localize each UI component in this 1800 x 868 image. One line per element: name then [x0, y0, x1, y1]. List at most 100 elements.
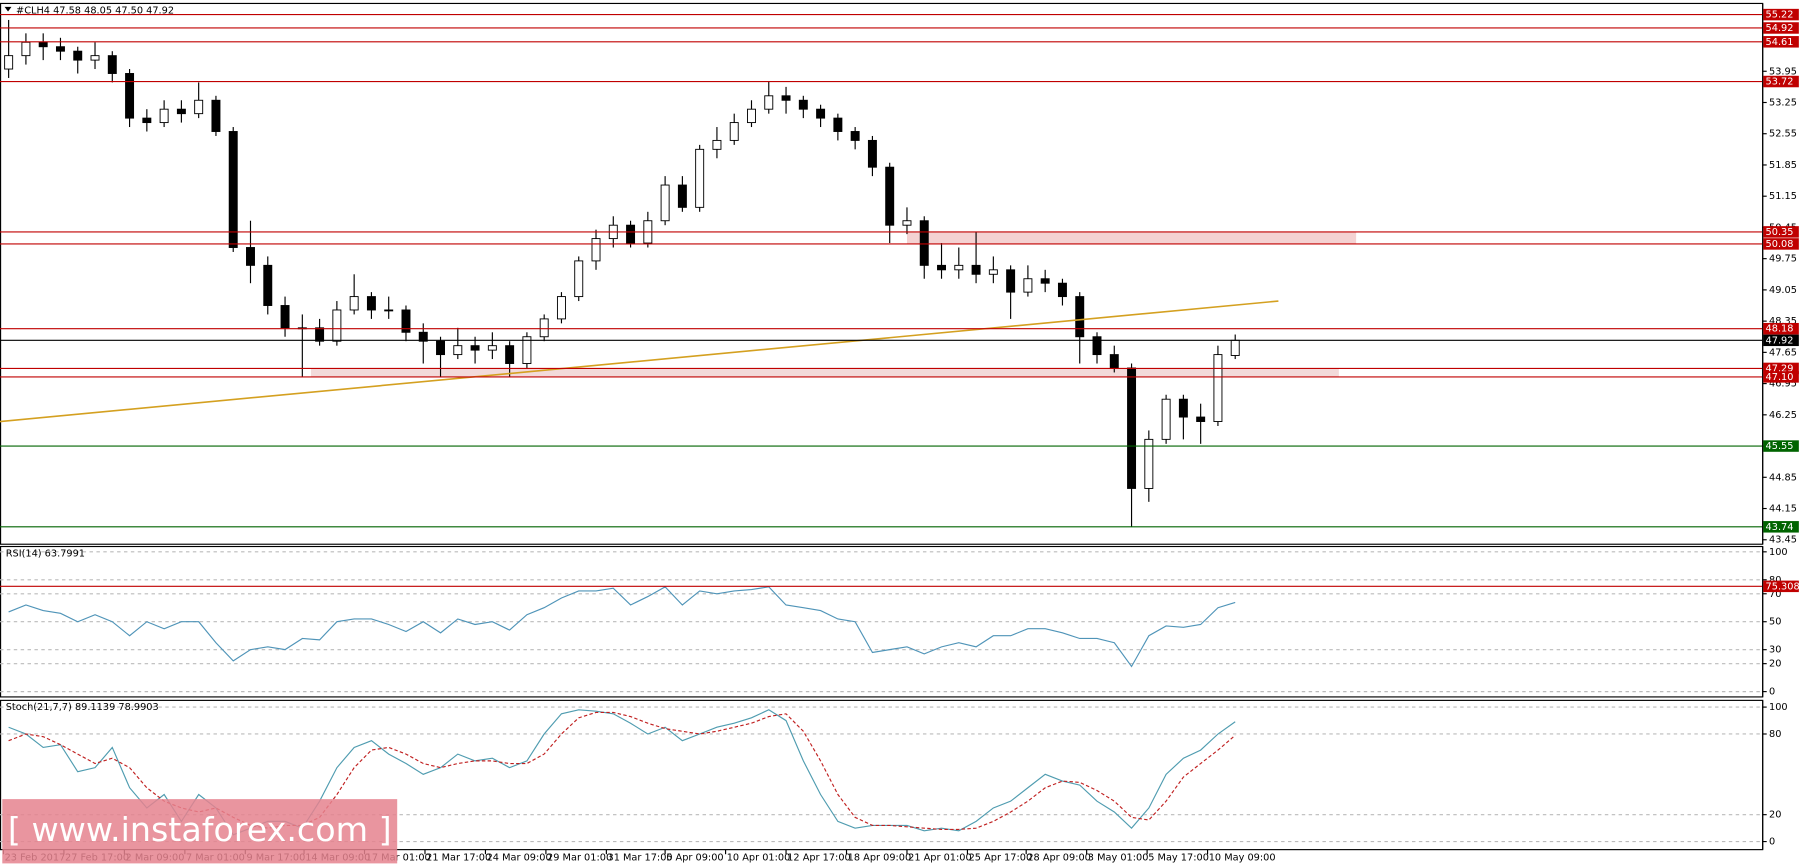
y-tick-label: 0 [1769, 837, 1775, 848]
y-tick-label: 0 [1769, 687, 1775, 698]
candle-body [919, 220, 929, 266]
zone [310, 368, 1339, 377]
candle-body [988, 269, 998, 275]
y-tick-label: 44.85 [1769, 472, 1797, 483]
level-label-bg [1763, 371, 1799, 383]
x-tick-label: 5 Apr 09:00 [666, 853, 723, 864]
candle-body [1006, 269, 1016, 293]
candle-body [798, 99, 808, 110]
y-tick-label: 53.95 [1769, 66, 1797, 77]
candle-body [401, 309, 411, 333]
y-tick-label: 49.75 [1769, 254, 1797, 265]
candle-body [1023, 278, 1033, 293]
candle-body [1144, 438, 1154, 489]
x-tick-label: 18 Apr 09:00 [848, 853, 912, 864]
candle-body [1092, 336, 1102, 356]
candle-body [107, 55, 117, 74]
y-tick-label: 43.45 [1769, 535, 1797, 546]
candle-body [781, 95, 791, 101]
y-tick-label: 70 [1769, 589, 1781, 600]
panel-title: RSI(14) 63.7991 [6, 548, 85, 559]
candle-body [712, 139, 722, 150]
x-tick-label: 17 Mar 01:00 [366, 853, 431, 864]
level-label: 48.18 [1766, 324, 1794, 335]
candle-body [332, 309, 342, 342]
candle-body [366, 296, 376, 311]
y-tick-label: 47.65 [1769, 347, 1797, 358]
level-label-bg [1763, 8, 1799, 21]
level-label: 50.08 [1766, 239, 1794, 250]
y-tick-label: 20 [1769, 659, 1781, 670]
candle-body [315, 327, 325, 342]
y-tick-label: 51.85 [1769, 160, 1797, 171]
candle-body [280, 305, 290, 329]
candle-body [246, 247, 255, 266]
menu-arrow [4, 6, 12, 12]
candle-body [677, 184, 687, 208]
candle-body [349, 296, 359, 311]
y-tick-label: 100 [1769, 547, 1788, 558]
x-tick-label: 10 Apr 01:00 [727, 853, 791, 864]
candle-body [125, 73, 135, 119]
watermark: [ www.instaforex.com ] [8, 810, 392, 849]
candle-body [55, 46, 65, 52]
candle-body [1075, 296, 1085, 338]
candle-body [38, 41, 48, 48]
candle-body [850, 131, 860, 141]
y-tick-label: 53.25 [1769, 97, 1797, 108]
trendline [0, 300, 1279, 423]
candle-body [556, 296, 566, 320]
candle-body [729, 122, 739, 141]
candle-body [833, 117, 843, 132]
candle-body [954, 264, 964, 271]
candle-body [522, 336, 532, 364]
x-tick-label: 5 May 17:00 [1148, 853, 1209, 864]
candle-body [695, 148, 705, 208]
level-label: 43.74 [1766, 522, 1794, 533]
candle-body [436, 340, 446, 356]
candle-body [764, 95, 774, 110]
panel-title: Stoch(21,7,7) 89.1139 78.9903 [6, 702, 159, 713]
y-tick-label: 20 [1769, 810, 1781, 821]
candle-body [885, 166, 895, 226]
y-tick-label: 51.15 [1769, 191, 1797, 202]
x-tick-label: 12 Apr 17:00 [787, 853, 851, 864]
level-label: 50.35 [1766, 227, 1794, 238]
y-tick-label: 46.25 [1769, 410, 1797, 421]
candle-body [574, 260, 584, 298]
y-tick-label: 80 [1769, 575, 1781, 586]
candle-body [90, 55, 100, 61]
candle-body [263, 264, 273, 306]
level-label: 53.72 [1766, 77, 1794, 88]
candle-body [902, 220, 912, 226]
y-tick-label: 30 [1769, 645, 1781, 656]
level-label-bg [1763, 226, 1799, 238]
candle-body [228, 131, 238, 248]
candle-body [470, 345, 480, 351]
candle-body [142, 117, 152, 124]
candle-body [73, 50, 83, 61]
candle-body [591, 238, 601, 262]
level-label-bg [1763, 580, 1799, 593]
candle-body [1213, 354, 1223, 422]
level-label-bg [1763, 334, 1799, 347]
candle-body [1057, 282, 1067, 298]
level-label-bg [1763, 238, 1799, 250]
candle-body [4, 55, 14, 70]
candle-body [660, 184, 670, 222]
x-tick-label: 31 Mar 17:00 [608, 853, 673, 864]
level-label: 54.92 [1766, 23, 1794, 34]
level-label-bg [1763, 22, 1799, 34]
x-tick-label: 24 Mar 09:00 [487, 853, 552, 864]
x-tick-label: 25 Apr 17:00 [969, 853, 1033, 864]
x-tick-label: 10 May 09:00 [1209, 853, 1276, 864]
candle-body [487, 345, 497, 351]
candle-body [211, 99, 221, 132]
y-tick-label: 52.55 [1769, 129, 1797, 140]
y-tick-label: 44.15 [1769, 504, 1797, 515]
x-tick-label: 29 Mar 01:00 [547, 853, 612, 864]
candle-body [418, 331, 428, 342]
y-tick-label: 80 [1769, 729, 1781, 740]
